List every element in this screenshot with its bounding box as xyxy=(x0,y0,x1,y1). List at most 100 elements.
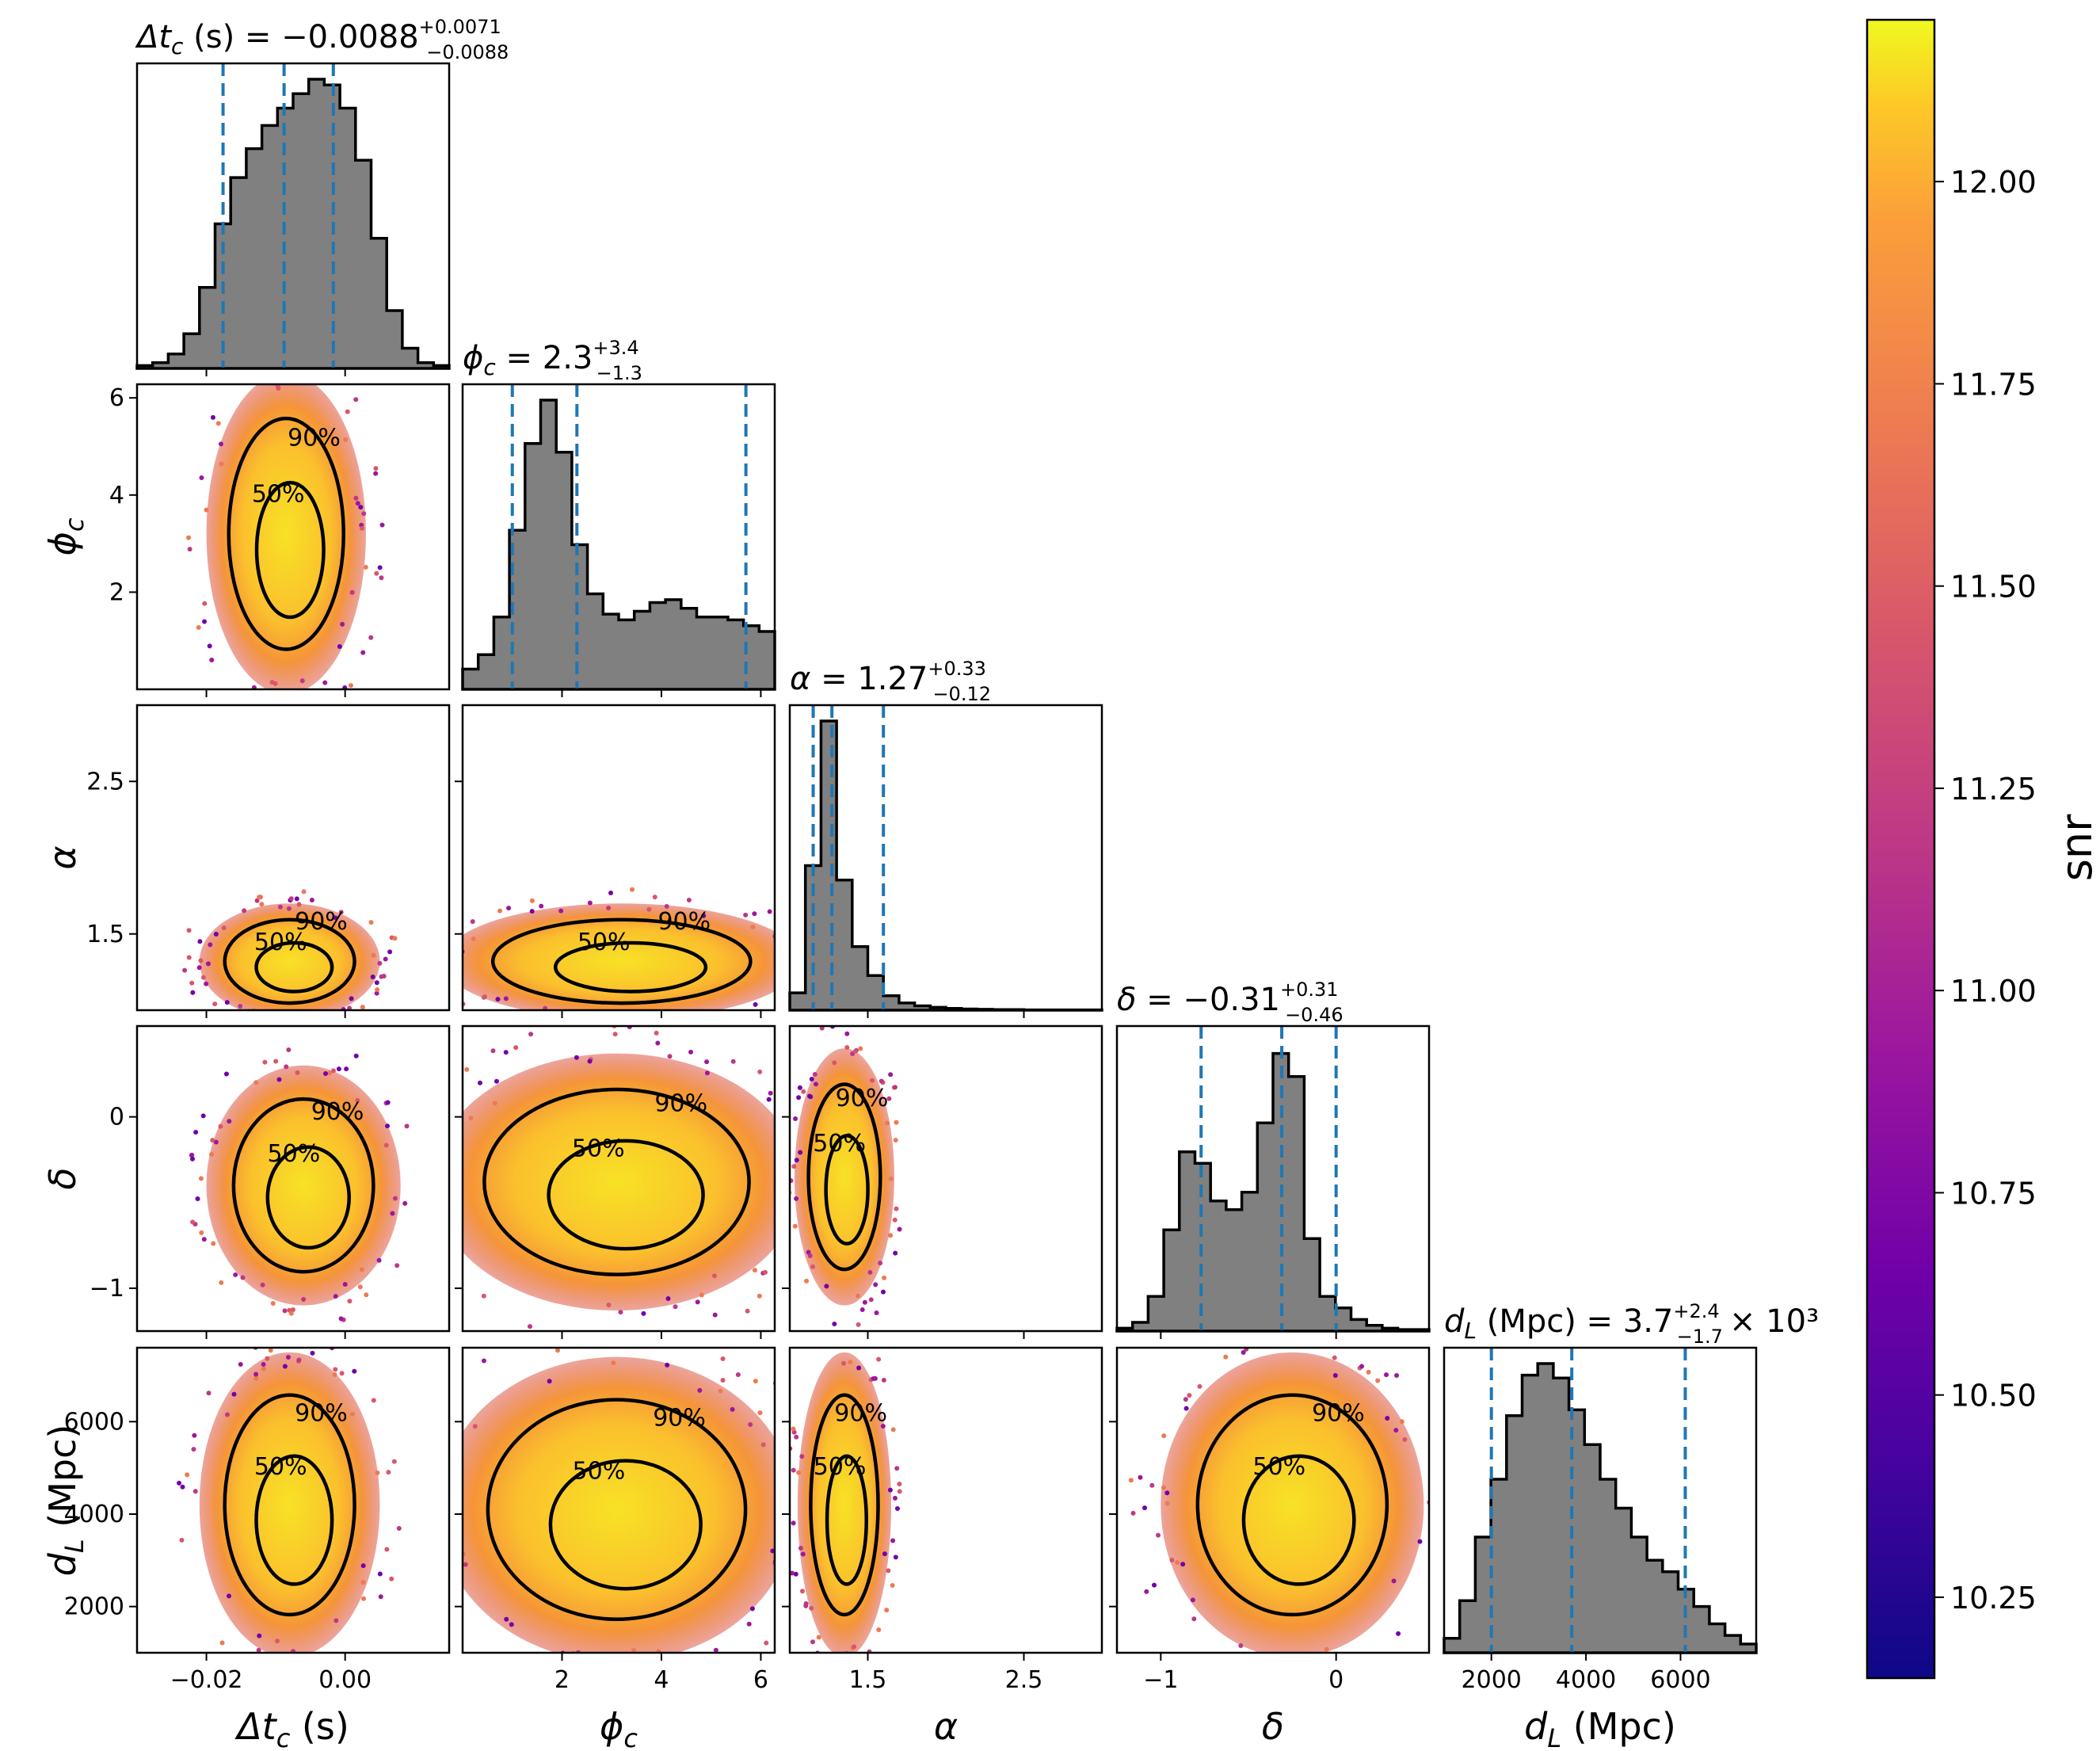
x-tick-label: −1 xyxy=(1143,1666,1178,1694)
sample-point xyxy=(195,1196,200,1201)
sample-point xyxy=(396,1525,402,1531)
contour-50 xyxy=(553,940,708,994)
sample-point xyxy=(278,1669,283,1674)
sample-point xyxy=(855,1657,859,1661)
sample-point xyxy=(294,896,299,902)
sample-point xyxy=(270,1673,275,1677)
sample-point xyxy=(338,910,344,915)
contour-50 xyxy=(548,1459,703,1591)
sample-point xyxy=(646,1013,651,1017)
sample-point xyxy=(699,1292,704,1298)
sample-point xyxy=(1375,1378,1381,1383)
title-dl: dL (Mpc) = 3.7+2.4 −1.7 × 10³ xyxy=(1444,1300,1819,1348)
sample-point xyxy=(256,1647,261,1653)
sample-point xyxy=(218,441,223,447)
sample-point xyxy=(391,1459,397,1464)
sample-point xyxy=(199,475,204,481)
sample-point xyxy=(646,1686,651,1691)
scatter-panel-phic-alpha: 50% 90% xyxy=(435,887,796,1017)
sample-point xyxy=(289,1654,294,1659)
sample-point xyxy=(420,1513,425,1517)
sample-point xyxy=(791,930,796,935)
sample-point xyxy=(1180,1562,1186,1567)
sample-point xyxy=(872,1375,878,1381)
sample-point xyxy=(814,1082,819,1087)
sample-point xyxy=(361,511,367,517)
sample-point xyxy=(363,564,368,570)
sample-point xyxy=(807,1253,813,1258)
panel-frame xyxy=(788,1024,1103,1333)
sample-point xyxy=(211,1241,216,1246)
sample-point xyxy=(1332,1355,1337,1360)
sample-point xyxy=(452,1439,457,1444)
contour-90 xyxy=(1195,1393,1389,1617)
sample-point xyxy=(196,624,201,630)
sample-point xyxy=(215,421,221,426)
panel-frame xyxy=(461,383,776,691)
sample-point xyxy=(265,1677,270,1682)
x-tick-label: 2 xyxy=(555,1666,570,1694)
sample-point xyxy=(229,1020,234,1025)
sample-point xyxy=(342,1282,348,1288)
scatter-panel-dtc-alpha: 50%90% xyxy=(182,889,398,1025)
sample-point xyxy=(472,1424,478,1429)
sample-point xyxy=(1190,1597,1195,1603)
sample-point xyxy=(286,1047,292,1052)
sample-point xyxy=(389,1576,394,1581)
sample-point xyxy=(543,1005,548,1010)
sample-point xyxy=(285,1354,291,1360)
sample-point xyxy=(893,1137,898,1143)
contour-label-90: 90% xyxy=(311,1098,364,1126)
sample-point xyxy=(283,1661,288,1665)
sample-point xyxy=(327,1070,333,1076)
sample-point xyxy=(846,1661,851,1666)
sample-point xyxy=(179,1537,185,1543)
sample-point xyxy=(655,1040,661,1046)
sample-point xyxy=(1142,1505,1148,1511)
sample-point xyxy=(349,996,354,1001)
sample-point xyxy=(897,1489,902,1494)
sample-point xyxy=(208,942,213,948)
panel-frame xyxy=(461,704,776,1012)
contour-label-50: 50% xyxy=(254,1453,307,1481)
contour-label-90: 90% xyxy=(836,1085,889,1112)
sample-point xyxy=(379,575,384,581)
sample-point xyxy=(348,683,353,689)
sample-point xyxy=(262,1059,268,1065)
title-dtc: Δtc (s) = −0.0088+0.0071 −0.0088 xyxy=(135,16,509,63)
contour-90 xyxy=(482,1087,751,1276)
sample-point xyxy=(435,959,440,964)
sample-point xyxy=(848,1360,853,1365)
x-tick-label: 0.00 xyxy=(318,1666,372,1694)
sample-point xyxy=(227,1119,232,1124)
sample-point xyxy=(869,1078,875,1083)
sample-point xyxy=(696,1672,701,1677)
sample-point xyxy=(809,1076,814,1082)
sample-point xyxy=(555,1348,561,1353)
sample-point xyxy=(750,924,756,929)
x-tick-label: 2000 xyxy=(1462,1666,1522,1694)
sample-point xyxy=(897,1226,902,1232)
sample-point xyxy=(259,902,265,907)
sample-point xyxy=(364,1292,369,1298)
scatter-panel-alpha-dl: 50% 90% xyxy=(790,1337,902,1666)
sample-point xyxy=(712,1312,718,1318)
sample-point xyxy=(385,1100,391,1105)
sample-point xyxy=(231,1391,237,1397)
contour-label-50: 50% xyxy=(577,929,631,956)
sample-point xyxy=(253,1080,259,1085)
sample-point xyxy=(821,1337,826,1342)
sample-point xyxy=(377,1571,383,1577)
sample-point xyxy=(257,895,262,900)
sample-point xyxy=(784,1228,789,1233)
sample-point xyxy=(1183,1397,1188,1402)
x-tick-label: 6000 xyxy=(1650,1666,1710,1694)
sample-point xyxy=(753,1001,758,1007)
sample-point xyxy=(272,1015,276,1020)
sample-point xyxy=(212,1001,218,1007)
sample-point xyxy=(276,729,281,734)
sample-point xyxy=(1197,1383,1202,1389)
sample-point xyxy=(711,1273,717,1279)
panel-frame xyxy=(135,383,451,691)
